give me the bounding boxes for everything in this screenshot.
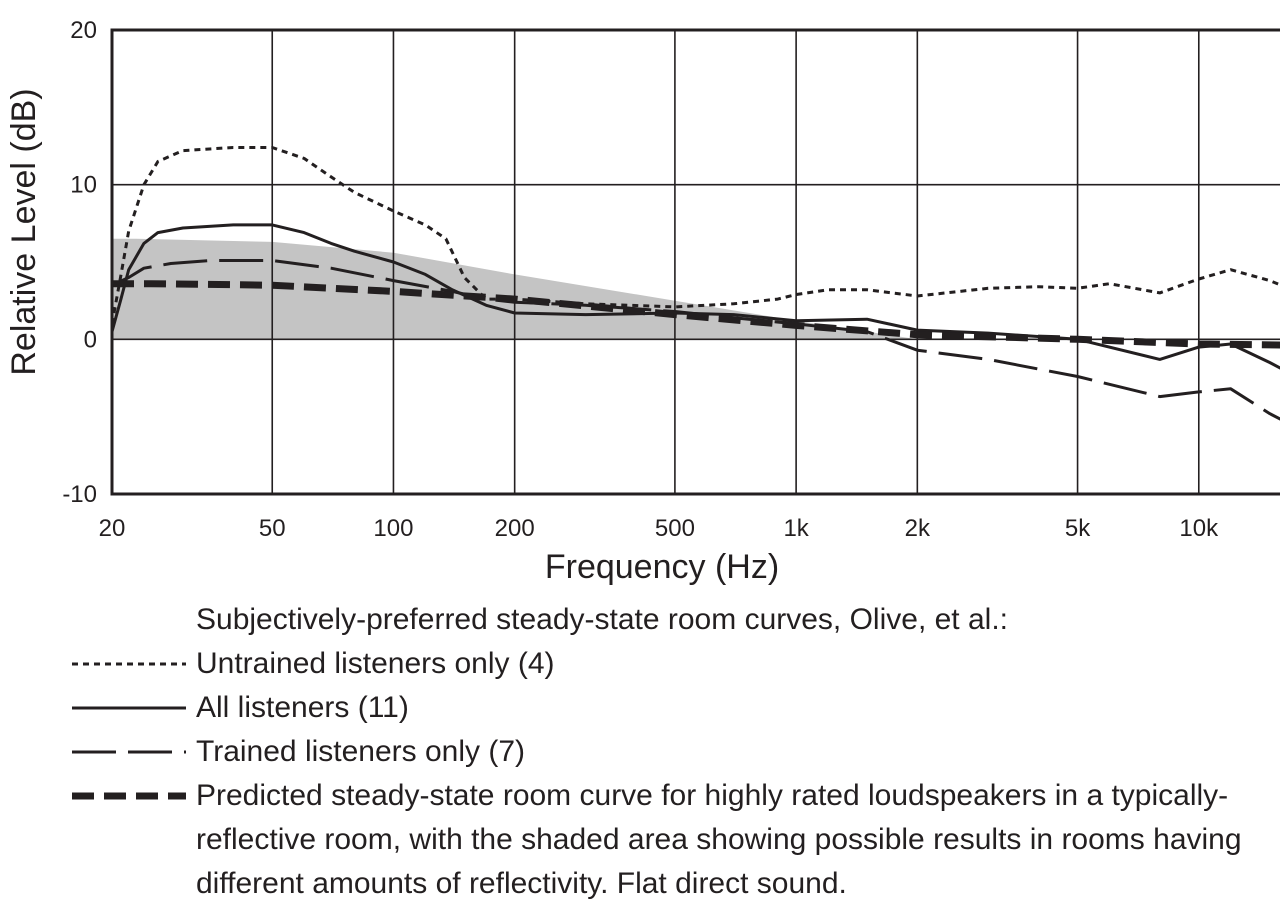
y-tick-label--10: -10 [62,481,97,508]
legend-entry-predicted: Predicted steady-state room curve for hi… [0,774,1280,906]
x-tick-label-10k: 10k [1179,515,1219,542]
x-tick-label-100: 100 [373,515,413,542]
x-tick-label-50: 50 [259,515,286,542]
y-axis-label: Relative Level (dB) [5,88,43,375]
x-tick-label-200: 200 [495,515,535,542]
legend-label-untrained: Untrained listeners only (4) [196,647,555,680]
legend-title: Subjectively-preferred steady-state room… [196,603,1008,636]
series-untrained-listeners [110,146,1280,325]
legend-entry-untrained: Untrained listeners only (4) [0,642,1280,686]
x-axis-label: Frequency (Hz) [545,548,779,586]
legend-entry-trained: Trained listeners only (7) [0,730,1280,774]
legend-swatch-all [72,706,186,710]
legend-label-trained: Trained listeners only (7) [196,735,526,768]
y-tick-labels: 20 10 0 -10 [62,17,97,508]
series-layer [110,146,1280,421]
series-predicted-curve [112,280,1280,349]
legend-swatch-trained [72,750,186,754]
x-tick-label-500: 500 [655,515,695,542]
legend-swatch-untrained [72,662,186,666]
legend-swatch-predicted [72,792,186,800]
x-tick-label-2k: 2k [905,515,931,542]
plot-frame [110,28,1280,496]
x-tick-label-1k: 1k [783,515,809,542]
y-tick-label-20: 20 [70,17,97,44]
legend-label-predicted: Predicted steady-state room curve for hi… [196,779,1242,900]
y-tick-label-10: 10 [70,172,97,199]
x-tick-label-20: 20 [99,515,126,542]
series-all-listeners [110,223,1280,370]
x-tick-label-5k: 5k [1065,515,1091,542]
x-tick-labels: 20501002005001k2k5k10k20k [99,515,1219,542]
y-tick-label-0: 0 [84,326,97,353]
legend-entry-all: All listeners (11) [0,686,1280,730]
legend: Subjectively-preferred steady-state room… [0,598,1280,908]
legend-label-all: All listeners (11) [196,691,409,724]
